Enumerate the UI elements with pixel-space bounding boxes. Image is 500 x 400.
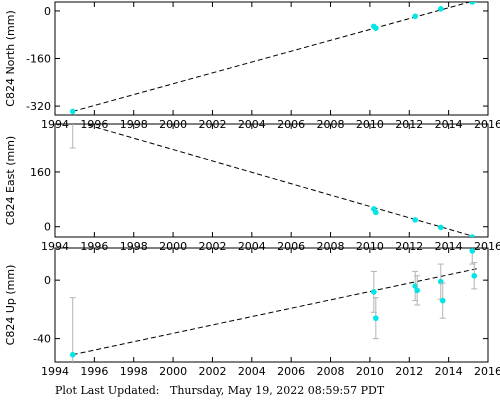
up-x-tick-label: 2012 [395,365,423,378]
up-y-tick-label: 0 [44,274,51,287]
east-data-point [469,234,476,237]
east-x-tick-label: 2000 [159,240,187,253]
east-x-tick-label: 2016 [474,240,500,253]
footer-label: Plot Last Updated: [55,384,160,397]
footer-timestamp: Thursday, May 19, 2022 08:59:57 PDT [169,384,385,397]
up-data-point [439,297,446,304]
east-data-point [412,217,418,223]
up-x-tick-label: 2010 [356,365,384,378]
up-x-tick-label: 1998 [120,365,148,378]
north-y-tick-label: -160 [26,53,51,66]
east-y-tick-label: 160 [30,166,51,179]
east-x-tick-label: 2012 [395,240,423,253]
north-data-point [437,6,444,12]
north-data-point [69,108,76,115]
up-y-axis-title: C824 Up (mm) [4,265,17,346]
up-data-point [414,287,420,294]
up-x-tick-label: 2016 [474,365,500,378]
east-x-tick-label: 1996 [80,240,108,253]
east-x-tick-label: 1998 [120,240,148,253]
up-x-tick-label: 2006 [277,365,305,378]
up-data-point [371,289,377,295]
east-x-tick-label: 2002 [198,240,226,253]
east-x-tick-label: 2004 [238,240,266,253]
up-plot-frame [54,247,489,363]
east-plot-frame [54,123,489,238]
up-x-tick-label: 2004 [238,365,266,378]
east-x-tick-label: 2006 [277,240,305,253]
plot-updated-footer: Plot Last Updated: Thursday, May 19, 202… [55,384,384,397]
east-y-tick-label: 0 [44,221,51,234]
up-x-tick-label: 1994 [41,365,69,378]
up-x-tick-label: 2000 [159,365,187,378]
east-data-point [437,224,444,231]
up-y-tick-label: -40 [33,333,51,346]
up-data-point [412,283,418,289]
east-x-tick-label: 1994 [41,240,69,253]
east-x-tick-label: 2010 [356,240,384,253]
north-data-point [373,25,379,31]
up-data-point [69,351,76,358]
up-data-point [469,248,476,254]
north-y-tick-label: -320 [26,100,51,113]
east-y-axis-title: C824 East (mm) [4,136,17,225]
up-data-point [471,272,478,279]
east-trend-line [82,124,478,237]
east-x-tick-label: 2014 [435,240,463,253]
north-data-point [471,2,477,4]
up-x-tick-label: 1996 [80,365,108,378]
up-x-tick-label: 2014 [435,365,463,378]
east-data-point [70,118,76,124]
up-x-tick-label: 2002 [198,365,226,378]
up-data-point [373,315,379,321]
north-data-point [412,13,418,20]
up-trend-line [72,267,479,356]
east-x-tick-label: 2008 [317,240,345,253]
north-trend-line [72,2,472,112]
north-y-axis-title: C824 North (mm) [4,10,17,106]
east-data-point [373,209,379,216]
north-y-tick-label: 0 [44,5,51,18]
up-x-tick-label: 2008 [317,365,345,378]
